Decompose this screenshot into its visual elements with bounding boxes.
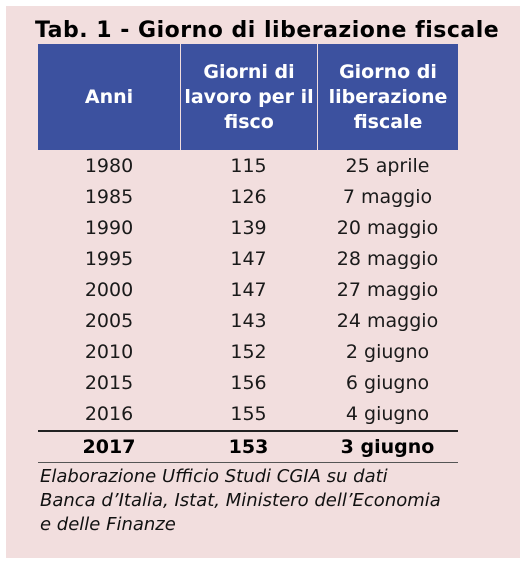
year-cell: 2000 (84, 278, 134, 301)
total-days-cell: 153 (228, 436, 269, 458)
table-body: 1980 115 25 aprile 1985 126 7 maggio 199… (38, 150, 458, 430)
year-cell: 2015 (84, 372, 134, 395)
year-cell: 2016 (84, 403, 134, 426)
table-row: 1980 115 25 aprile (38, 150, 458, 181)
table-row: 2010 152 2 giugno (38, 337, 458, 368)
days-cell: 126 (230, 185, 267, 208)
days-cell: 115 (230, 154, 267, 177)
total-divider (38, 430, 458, 432)
bottom-divider (38, 462, 458, 463)
date-cell: 20 maggio (336, 216, 439, 239)
table-row: 1990 139 20 maggio (38, 212, 458, 243)
date-cell: 2 giugno (345, 341, 430, 364)
table-row: 2000 147 27 maggio (38, 274, 458, 305)
date-cell: 27 maggio (336, 278, 439, 301)
date-cell: 6 giugno (345, 372, 430, 395)
table-title: Tab. 1 - Giorno di liberazione fiscale (35, 18, 500, 43)
date-cell: 7 maggio (342, 185, 433, 208)
year-cell: 1990 (84, 216, 134, 239)
date-cell: 28 maggio (336, 247, 439, 270)
date-cell: 24 maggio (336, 310, 439, 333)
days-cell: 152 (230, 341, 267, 364)
year-cell: 1995 (84, 247, 134, 270)
source-note: Elaborazione Ufficio Studi CGIA su dati … (40, 466, 441, 535)
days-cell: 147 (230, 247, 267, 270)
header-giorni-lavoro: Giorni di lavoro per il fisco (181, 44, 317, 150)
total-row: 2017 153 3 giugno (38, 432, 458, 462)
year-cell: 1980 (84, 154, 134, 177)
header-anni: Anni (38, 44, 180, 150)
days-cell: 156 (230, 372, 267, 395)
table-row: 1985 126 7 maggio (38, 181, 458, 212)
header-giorno-liberazione: Giorno di liberazione fiscale (318, 44, 458, 150)
date-cell: 4 giugno (345, 403, 430, 426)
year-cell: 1985 (84, 185, 134, 208)
table-row: 2016 155 4 giugno (38, 399, 458, 430)
days-cell: 139 (230, 216, 267, 239)
total-year-cell: 2017 (82, 436, 136, 458)
table-row: 2005 143 24 maggio (38, 305, 458, 336)
year-cell: 2010 (84, 341, 134, 364)
days-cell: 147 (230, 278, 267, 301)
total-date-cell: 3 giugno (340, 436, 435, 458)
days-cell: 155 (230, 403, 267, 426)
table-row: 1995 147 28 maggio (38, 243, 458, 274)
table-row: 2015 156 6 giugno (38, 368, 458, 399)
date-cell: 25 aprile (345, 154, 430, 177)
days-cell: 143 (230, 310, 267, 333)
year-cell: 2005 (84, 310, 134, 333)
